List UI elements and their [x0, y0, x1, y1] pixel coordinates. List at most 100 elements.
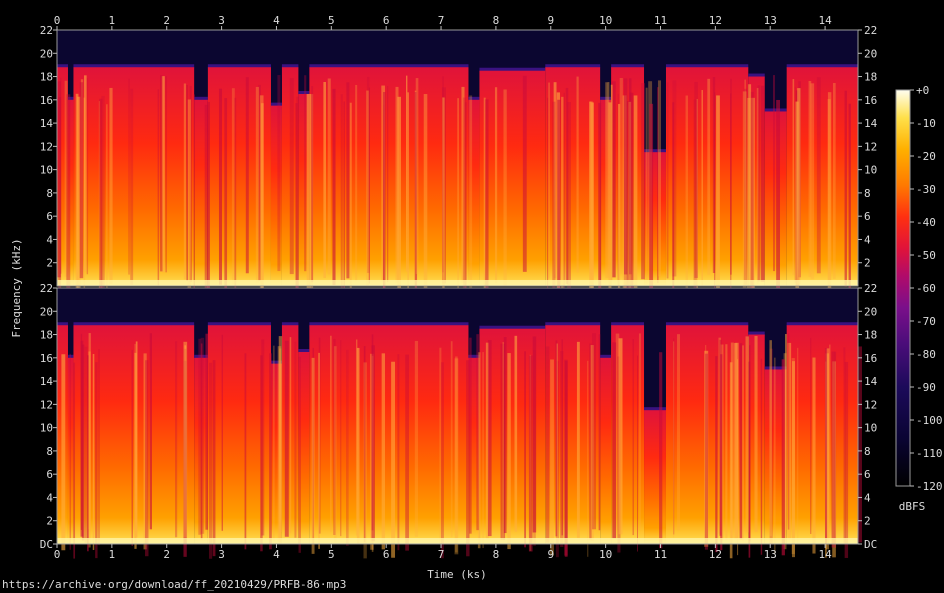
colorbar-tick-label: -100: [916, 414, 943, 427]
x-tick-label: 3: [218, 548, 225, 561]
spectrum-texture: [95, 362, 98, 559]
colorbar-tick-label: -70: [916, 315, 936, 328]
x-tick-label: 4: [273, 14, 280, 27]
spectrum-texture: [848, 103, 851, 300]
spectrum-texture: [200, 343, 203, 540]
x-tick-label: 1: [109, 548, 116, 561]
spectrum-texture: [730, 93, 732, 290]
spectrum-texture: [165, 76, 167, 273]
spectrum-texture: [787, 342, 792, 539]
colorbar-tick-label: -80: [916, 348, 936, 361]
spectrum-texture: [618, 338, 623, 535]
spectrum-texture: [576, 341, 580, 538]
cutoff-edge-ch1-seg10: [479, 67, 546, 72]
y-tick-label-left: 8: [46, 187, 53, 200]
spectrum-texture: [612, 342, 617, 539]
spectrum-texture: [623, 78, 628, 275]
spectrum-texture: [80, 340, 84, 537]
y-tick-label-right: 16: [864, 94, 877, 107]
channel-1-frame: [56, 29, 859, 287]
cutoff-edge-ch1-seg12: [600, 96, 612, 101]
spectrum-texture: [441, 87, 446, 284]
x-tick-label: 8: [493, 14, 500, 27]
spectrum-texture: [86, 78, 89, 275]
colorbar-tick-label: -40: [916, 216, 936, 229]
spectrum-texture: [611, 81, 616, 278]
spectrum-segment-ch2-seg3: [194, 357, 208, 544]
x-tick-label: 12: [709, 14, 722, 27]
cutoff-edge-ch1-seg5: [270, 102, 282, 107]
spectrum-texture: [106, 104, 108, 301]
spectrum-texture: [189, 85, 192, 282]
spectrum-texture: [704, 350, 709, 547]
spectrum-texture: [442, 97, 445, 294]
spectrum-texture: [694, 81, 698, 278]
y-tick-label-left: 20: [40, 305, 53, 318]
spectrum-texture: [269, 353, 272, 550]
spectrum-texture: [99, 98, 103, 295]
spectrum-texture: [477, 352, 481, 549]
spectrum-texture: [289, 337, 292, 534]
spectrum-texture: [57, 81, 61, 278]
spectrum-segment-ch1-seg5: [270, 105, 282, 287]
spectrum-texture: [500, 343, 504, 540]
spectrum-texture: [414, 340, 419, 537]
spectrum-texture: [673, 338, 675, 535]
spectrum-texture: [831, 351, 836, 548]
spectrum-texture: [744, 79, 746, 276]
spectrum-texture: [832, 361, 836, 558]
cutoff-edge-ch1-seg1: [67, 96, 74, 101]
spectrum-segment-ch1-seg8: [309, 67, 469, 287]
spectrum-texture: [810, 83, 815, 280]
spectrum-segment-ch2-seg16: [748, 334, 765, 544]
spectrum-texture: [739, 343, 743, 540]
cutoff-edge-ch2-seg12: [600, 354, 612, 359]
y-tick-label-left: 22: [40, 24, 53, 37]
spectrum-texture: [273, 345, 275, 542]
spectrum-texture: [556, 343, 559, 540]
y-tick-label-left: 12: [40, 140, 53, 153]
spectrum-texture: [791, 361, 796, 558]
spectrum-texture: [205, 333, 209, 530]
y-tick-label-left: 16: [40, 352, 53, 365]
x-tick-label: 4: [273, 548, 280, 561]
spectrum-texture: [563, 92, 565, 289]
spectrum-texture: [827, 92, 832, 289]
spectrum-texture: [797, 88, 801, 285]
spectrum-texture: [637, 355, 639, 552]
cutoff-edge-ch2-seg8: [309, 322, 469, 327]
spectrum-segment-ch2-seg1: [67, 357, 74, 544]
spectrum-texture: [742, 91, 747, 288]
y-tick-label-right: 22: [864, 24, 877, 37]
colorbar-tick-label: -120: [916, 480, 943, 493]
spectrum-texture: [332, 88, 336, 285]
spectrum-texture: [295, 103, 298, 300]
spectrum-texture: [626, 101, 630, 298]
spectrum-texture: [761, 85, 765, 282]
spectrum-texture: [259, 95, 264, 292]
spectrum-texture: [736, 359, 739, 556]
channel-2-frame: [56, 287, 859, 545]
spectrum-segment-ch1-seg12: [600, 99, 612, 287]
cutoff-edge-ch2-seg5: [270, 360, 282, 365]
cutoff-edge-ch1-seg11: [545, 64, 601, 69]
spectrum-texture: [561, 339, 563, 536]
spectrum-texture: [231, 88, 235, 285]
x-tick-label: 11: [654, 548, 667, 561]
spectrum-texture: [773, 357, 776, 554]
spectrum-segment-ch2-seg9: [468, 357, 480, 544]
spectrum-texture: [60, 77, 62, 274]
y-tick-label-left: 18: [40, 329, 53, 342]
y-tick-label-left: 14: [40, 375, 54, 388]
spectrum-texture: [769, 340, 772, 537]
y-tick-label-left: 10: [40, 422, 53, 435]
spectrum-texture: [730, 78, 732, 275]
spectrum-texture: [61, 354, 66, 551]
y-tick-label-left: 16: [40, 94, 53, 107]
cutoff-edge-ch2-seg11: [545, 322, 601, 327]
x-tick-label: 7: [438, 14, 445, 27]
y-tick-label-left: 18: [40, 71, 53, 84]
spectrum-texture: [672, 102, 675, 299]
spectrum-texture: [825, 353, 829, 550]
x-tick-label: 8: [493, 548, 500, 561]
